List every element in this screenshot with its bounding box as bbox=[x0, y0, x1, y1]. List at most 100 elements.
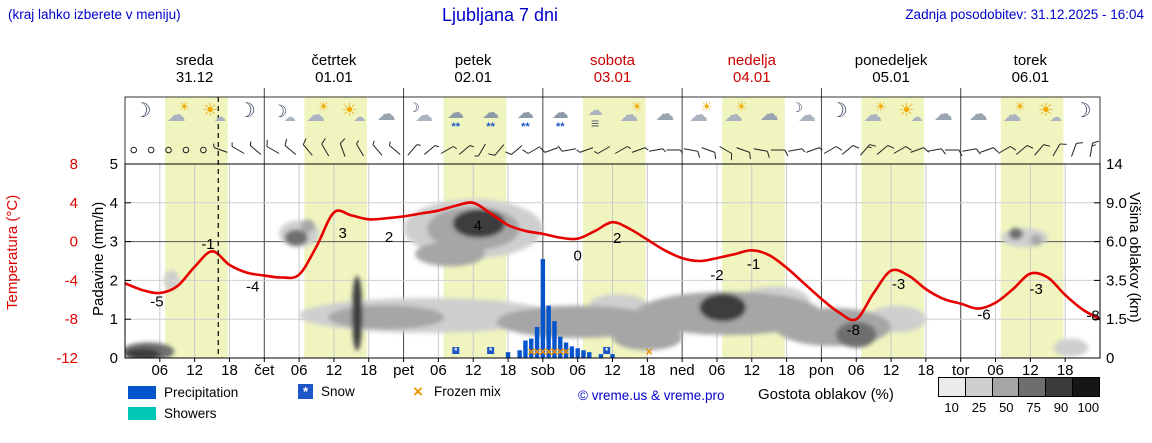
svg-text:-5: -5 bbox=[150, 294, 163, 311]
svg-text:×: × bbox=[556, 344, 564, 359]
copyright-link[interactable]: © vreme.us & vreme.pro bbox=[578, 388, 725, 403]
svg-text:☁: ☁ bbox=[377, 104, 396, 125]
svg-text:☁: ☁ bbox=[588, 102, 603, 119]
svg-text:☁: ☁ bbox=[552, 103, 569, 122]
svg-text:☁: ☁ bbox=[306, 105, 325, 126]
svg-text:12: 12 bbox=[326, 362, 343, 379]
svg-text:☀: ☀ bbox=[1038, 100, 1054, 120]
svg-text:sob: sob bbox=[531, 362, 555, 379]
svg-text:18: 18 bbox=[918, 362, 935, 379]
legend-snow-label: Snow bbox=[321, 384, 355, 399]
svg-text:-1: -1 bbox=[201, 236, 214, 253]
cloud-density-scale bbox=[938, 377, 1100, 397]
svg-text:☽: ☽ bbox=[272, 102, 287, 121]
density-segment bbox=[991, 378, 1019, 396]
svg-text:3.5: 3.5 bbox=[1106, 272, 1127, 289]
svg-text:18: 18 bbox=[360, 362, 377, 379]
svg-text:-2: -2 bbox=[710, 267, 723, 284]
svg-text:tor: tor bbox=[952, 362, 970, 379]
svg-text:čet: čet bbox=[254, 362, 275, 379]
svg-text:☁: ☁ bbox=[934, 104, 953, 125]
legend-showers: Showers bbox=[128, 406, 217, 421]
svg-text:18: 18 bbox=[1057, 362, 1074, 379]
svg-text:18: 18 bbox=[221, 362, 238, 379]
svg-text:06: 06 bbox=[151, 362, 168, 379]
svg-text:18: 18 bbox=[500, 362, 517, 379]
svg-text:☀: ☀ bbox=[178, 99, 190, 114]
svg-text:☀: ☀ bbox=[898, 100, 914, 120]
svg-text:×: × bbox=[562, 344, 570, 359]
svg-text:2: 2 bbox=[110, 272, 118, 289]
svg-text:-8: -8 bbox=[65, 311, 78, 328]
svg-text:6.0: 6.0 bbox=[1106, 234, 1127, 251]
svg-text:4: 4 bbox=[110, 195, 118, 212]
density-tick-label: 100 bbox=[1077, 400, 1100, 415]
svg-text:☽: ☽ bbox=[133, 100, 151, 122]
svg-text:☀: ☀ bbox=[341, 100, 357, 120]
day-header: petek 02.01 bbox=[454, 52, 492, 86]
svg-text:×: × bbox=[645, 344, 653, 359]
snow-swatch-icon: * bbox=[298, 384, 313, 399]
svg-text:14: 14 bbox=[1106, 156, 1123, 173]
legend-snow: * Snow bbox=[298, 384, 355, 399]
density-segment bbox=[1045, 378, 1073, 396]
density-tick-label: 25 bbox=[971, 400, 987, 415]
svg-text:9.0: 9.0 bbox=[1106, 195, 1127, 212]
svg-text:2: 2 bbox=[385, 229, 393, 246]
svg-text:☁: ☁ bbox=[517, 103, 534, 122]
cloud-density-label: Gostota oblakov (%) bbox=[758, 386, 894, 403]
day-header: sreda 31.12 bbox=[175, 52, 214, 86]
svg-text:☀: ☀ bbox=[318, 99, 330, 114]
svg-text:-4: -4 bbox=[246, 279, 259, 296]
svg-text:☁: ☁ bbox=[689, 105, 708, 126]
svg-text:0: 0 bbox=[110, 350, 118, 367]
day-header: torek 06.01 bbox=[1011, 52, 1050, 86]
svg-text:☽: ☽ bbox=[830, 100, 848, 122]
cloud-axis-title: Višina oblakov (km) bbox=[1126, 192, 1143, 323]
legend-frozen-mix-label: Frozen mix bbox=[434, 384, 501, 399]
day-header: ponedeljek 05.01 bbox=[854, 52, 928, 86]
density-segment bbox=[1072, 378, 1099, 396]
svg-text:☽: ☽ bbox=[238, 100, 256, 122]
svg-text:**: ** bbox=[556, 121, 565, 133]
svg-text:06: 06 bbox=[987, 362, 1004, 379]
svg-text:☽: ☽ bbox=[408, 100, 420, 115]
svg-text:☀: ☀ bbox=[875, 99, 887, 114]
svg-text:-3: -3 bbox=[1029, 281, 1042, 298]
svg-text:☁: ☁ bbox=[284, 110, 296, 124]
legend-precipitation-label: Precipitation bbox=[164, 385, 239, 400]
svg-text:12: 12 bbox=[186, 362, 203, 379]
day-header: sobota 03.01 bbox=[589, 52, 635, 86]
legend-frozen-mix: × Frozen mix bbox=[410, 383, 501, 400]
svg-text:pet: pet bbox=[393, 362, 415, 379]
svg-text:☁: ☁ bbox=[353, 110, 365, 124]
svg-text:-8: -8 bbox=[1086, 307, 1099, 324]
last-update-label: Zadnja posodobitev: 31.12.2025 - 16:04 bbox=[905, 7, 1144, 22]
svg-text:×: × bbox=[527, 344, 535, 359]
legend-precipitation: Precipitation bbox=[128, 385, 238, 400]
svg-text:×: × bbox=[533, 344, 541, 359]
svg-text:4: 4 bbox=[474, 218, 482, 235]
svg-text:☁: ☁ bbox=[447, 103, 464, 122]
svg-text:1: 1 bbox=[110, 311, 118, 328]
svg-text:☀: ☀ bbox=[202, 100, 218, 120]
density-tick-label: 90 bbox=[1053, 400, 1069, 415]
svg-text:☽: ☽ bbox=[1074, 100, 1092, 122]
svg-text:pon: pon bbox=[809, 362, 834, 379]
day-header: četrtek 01.01 bbox=[311, 52, 357, 86]
svg-text:12: 12 bbox=[604, 362, 621, 379]
svg-text:☁: ☁ bbox=[415, 105, 433, 125]
svg-text:☁: ☁ bbox=[655, 104, 674, 125]
svg-text:-12: -12 bbox=[56, 350, 78, 367]
svg-text:4: 4 bbox=[70, 195, 78, 212]
svg-text:5: 5 bbox=[110, 156, 118, 173]
cloud-density-scale-labels: 10 25 50 75 90 100 bbox=[938, 400, 1102, 415]
svg-text:18: 18 bbox=[639, 362, 656, 379]
svg-text:-1: -1 bbox=[747, 256, 760, 273]
svg-text:☽: ☽ bbox=[791, 100, 803, 115]
density-tick-label: 50 bbox=[999, 400, 1014, 415]
svg-text:0: 0 bbox=[70, 234, 78, 251]
svg-text:**: ** bbox=[486, 121, 495, 133]
